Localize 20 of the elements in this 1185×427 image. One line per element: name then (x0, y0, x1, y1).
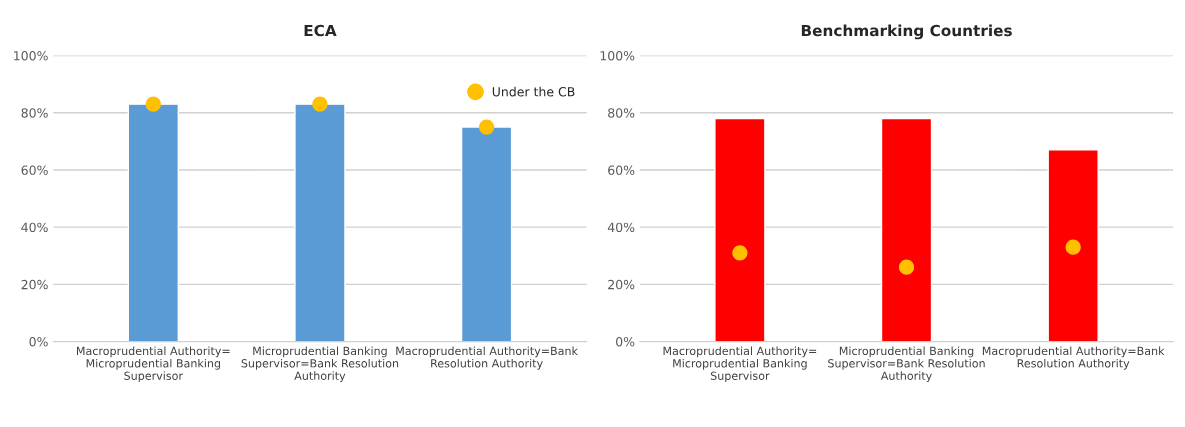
y-tick-label: 60% (21, 165, 48, 175)
y-tick-label: 80% (608, 108, 635, 118)
y-tick-label: 100% (14, 50, 48, 61)
chart-title: Benchmarking Countries (801, 24, 1012, 40)
y-tick-label: 20% (608, 279, 635, 290)
y-tick-label: 40% (21, 222, 48, 233)
y-tick-label: 20% (21, 279, 48, 290)
x-tick-label: Macroprudential Authority= Microprudential Banking Supervisor (76, 346, 230, 383)
chart-title: ECA (304, 24, 337, 37)
y-tick-label: 0% (29, 337, 48, 347)
legend-label: Under the CB (492, 86, 575, 97)
point (898, 259, 915, 275)
y-tick-label: 60% (608, 165, 635, 175)
x-tick-label: Macroprudential Authority= Microprudential Banking Supervisor (663, 346, 817, 383)
point (732, 245, 748, 261)
y-tick-label: 80% (21, 108, 48, 118)
point (1065, 239, 1081, 255)
y-tick-label: 0% (616, 337, 635, 347)
y-tick-label: 100% (600, 50, 635, 61)
y-tick-label: 40% (607, 222, 635, 233)
